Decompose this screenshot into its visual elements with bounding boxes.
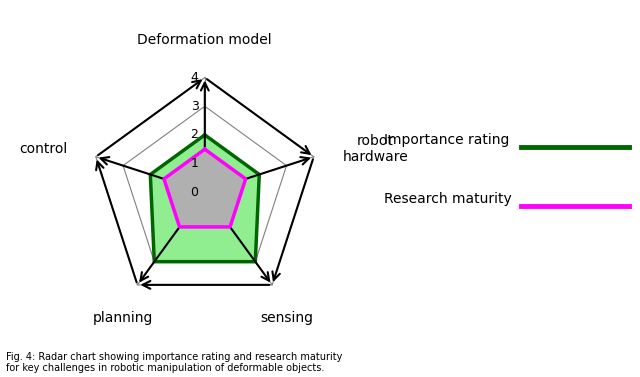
Text: 3: 3 xyxy=(191,100,198,113)
Text: sensing: sensing xyxy=(260,311,314,325)
Text: planning: planning xyxy=(92,311,153,325)
Text: 4: 4 xyxy=(191,71,198,84)
Text: robot
hardware: robot hardware xyxy=(342,134,408,164)
Text: 2: 2 xyxy=(191,129,198,141)
Text: Deformation model: Deformation model xyxy=(138,33,272,47)
Polygon shape xyxy=(150,135,259,262)
Text: Fig. 4: Radar chart showing importance rating and research maturity
for key chal: Fig. 4: Radar chart showing importance r… xyxy=(6,352,343,373)
Text: Research maturity: Research maturity xyxy=(384,192,512,207)
Text: control: control xyxy=(19,142,67,156)
Text: 1: 1 xyxy=(191,157,198,170)
Text: 0: 0 xyxy=(191,186,198,199)
Text: Importance rating: Importance rating xyxy=(384,133,509,147)
Polygon shape xyxy=(164,149,246,227)
